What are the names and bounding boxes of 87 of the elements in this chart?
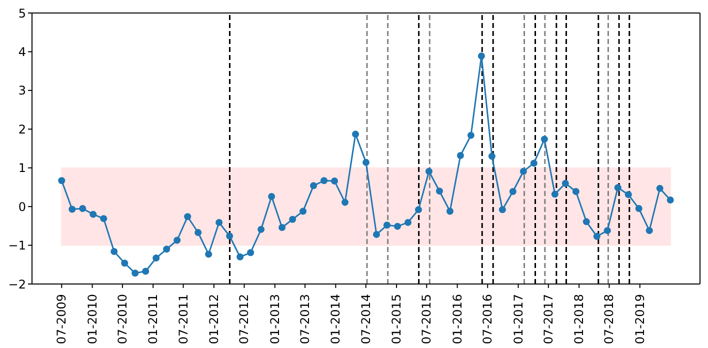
point: [530, 160, 538, 167]
point: [582, 218, 590, 226]
x-tick-label: 01-2016: [450, 294, 464, 344]
point: [394, 222, 401, 230]
point: [132, 270, 139, 277]
y-tick-label: −1: [8, 238, 26, 253]
y-tick-label: 0: [18, 200, 26, 214]
x-tick-label: 01-2011: [146, 294, 160, 344]
point: [562, 180, 569, 187]
point: [194, 229, 202, 236]
point: [604, 227, 611, 234]
point: [163, 246, 170, 253]
point: [236, 253, 244, 260]
point: [362, 158, 370, 166]
x-tick-label: 07-2010: [115, 294, 130, 344]
y-tick-label: 3: [18, 84, 26, 98]
point: [572, 188, 580, 195]
x-tick-label: 07-2013: [298, 294, 312, 344]
x-tick-label: 07-2018: [602, 294, 616, 344]
point: [456, 152, 464, 159]
x-tick-label: 01-2010: [85, 294, 100, 344]
point: [184, 213, 192, 220]
y-tick-label: 2: [18, 122, 26, 136]
point: [372, 230, 380, 238]
point: [205, 250, 212, 258]
point: [110, 248, 118, 255]
point: [425, 168, 432, 175]
point: [467, 132, 474, 139]
point: [278, 224, 286, 231]
x-tick-label: 01-2014: [328, 294, 343, 344]
x-tick-label: 01-2013: [268, 294, 282, 344]
point: [383, 222, 390, 229]
point: [216, 218, 223, 226]
point: [540, 136, 548, 143]
y-tick-label: 1: [18, 161, 26, 176]
x-tick-label: 07-2017: [541, 294, 556, 344]
point: [498, 206, 506, 214]
point: [635, 205, 642, 212]
point: [247, 249, 254, 256]
point: [268, 193, 276, 200]
point: [436, 188, 443, 195]
point: [100, 215, 108, 222]
point: [404, 218, 412, 226]
point: [551, 190, 558, 198]
point: [656, 184, 664, 192]
y-tick-label: 4: [18, 44, 26, 59]
point: [258, 226, 265, 233]
point: [646, 227, 653, 234]
point: [331, 178, 338, 185]
x-tick-label: 07-2011: [176, 294, 190, 344]
point: [520, 168, 527, 175]
point: [624, 191, 632, 198]
x-tick-label: 07-2015: [420, 294, 434, 344]
y-tick-label: −2: [8, 277, 26, 292]
point: [152, 254, 160, 262]
point: [68, 206, 76, 213]
point: [342, 198, 349, 206]
point: [310, 182, 318, 190]
point: [90, 210, 97, 218]
point: [289, 216, 296, 223]
x-tick-label: 01-2012: [206, 294, 221, 344]
point: [614, 184, 622, 192]
x-tick-label: 01-2018: [572, 294, 586, 344]
point: [488, 152, 496, 160]
x-tick-label: 07-2016: [480, 294, 495, 344]
point: [320, 177, 328, 184]
point: [593, 232, 600, 240]
point: [142, 268, 150, 275]
point: [174, 236, 181, 244]
x-tick-label: 07-2014: [358, 294, 373, 344]
point: [509, 188, 516, 195]
point: [414, 206, 422, 214]
y-tick-label: 5: [18, 6, 26, 20]
x-tick-label: 01-2019: [632, 294, 647, 344]
point: [58, 177, 66, 184]
point: [666, 196, 674, 204]
point: [300, 208, 307, 215]
x-tick-label: 07-2012: [237, 294, 252, 344]
point: [226, 232, 234, 240]
point: [478, 52, 485, 60]
point: [121, 260, 128, 267]
x-tick-label: 01-2017: [511, 294, 526, 344]
x-tick-label: 01-2015: [389, 294, 404, 344]
point: [352, 130, 360, 138]
x-tick-label: 07-2009: [54, 294, 69, 344]
point: [446, 208, 454, 215]
point: [79, 205, 86, 212]
